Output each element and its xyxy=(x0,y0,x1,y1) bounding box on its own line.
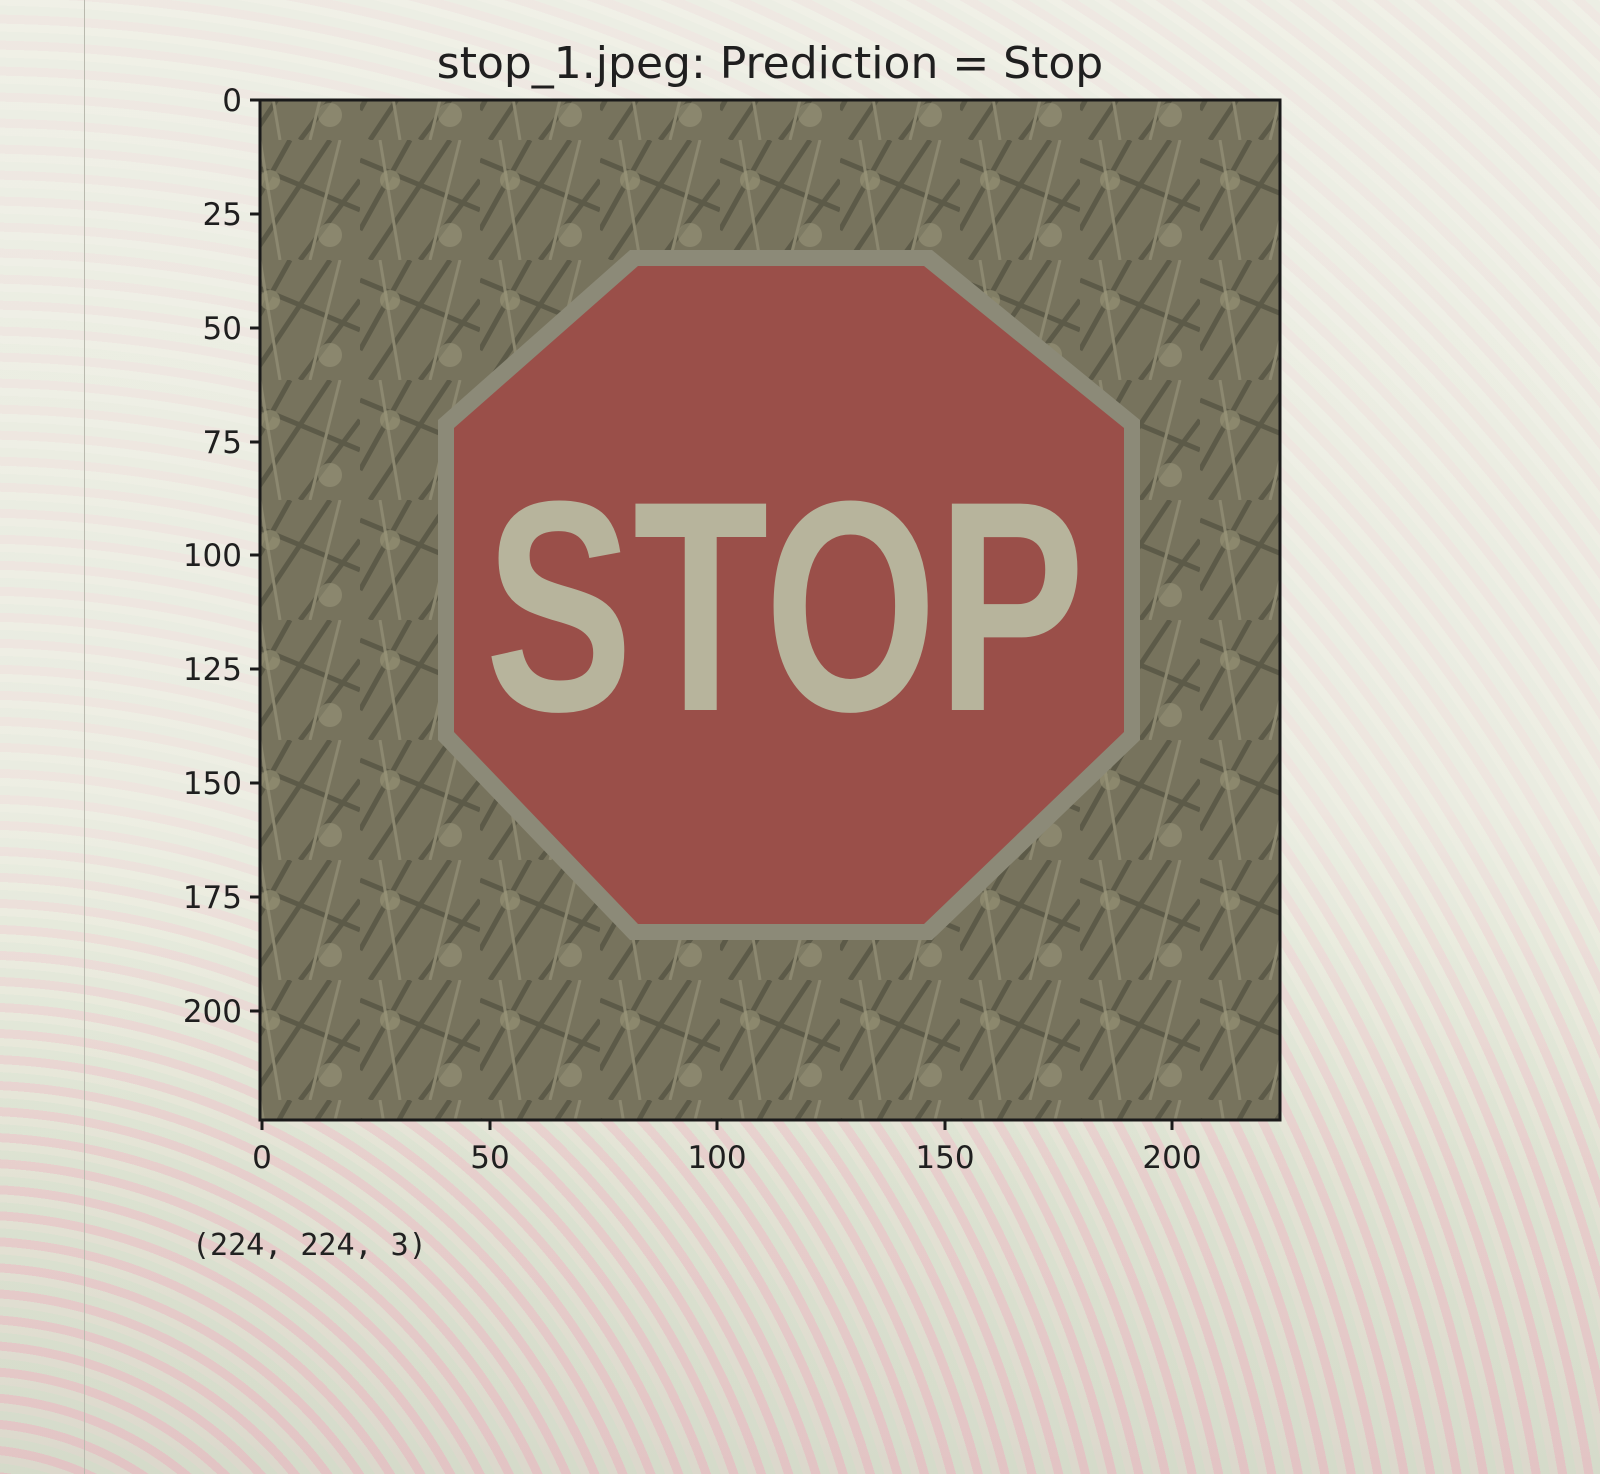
y-tick-label: 175 xyxy=(183,880,242,916)
plot-title: stop_1.jpeg: Prediction = Stop xyxy=(437,38,1103,89)
matplotlib-figure: stop_1.jpeg: Prediction = Stop STOP 0 25… xyxy=(183,38,1282,1176)
y-tick-label: 125 xyxy=(183,652,242,688)
x-tick-label: 0 xyxy=(252,1140,272,1176)
x-axis xyxy=(260,1120,1174,1130)
y-axis xyxy=(250,98,260,1013)
x-tick-label: 100 xyxy=(687,1140,746,1176)
x-tick-label: 50 xyxy=(470,1140,509,1176)
y-tick-label: 100 xyxy=(183,538,242,574)
x-tick-label: 150 xyxy=(915,1140,974,1176)
y-tick-label: 50 xyxy=(203,311,242,347)
y-tick-label: 200 xyxy=(183,994,242,1030)
y-tick-label: 150 xyxy=(183,766,242,802)
y-tick-label: 0 xyxy=(222,83,242,119)
y-tick-label: 25 xyxy=(203,197,242,233)
y-tick-labels: 0 25 50 75 100 125 150 175 200 xyxy=(183,83,242,1030)
stop-sign-red-face xyxy=(454,266,1124,924)
stop-sign-text: STOP xyxy=(485,438,1085,774)
x-tick-label: 200 xyxy=(1142,1140,1201,1176)
output-shape-text: (224, 224, 3) xyxy=(192,1228,427,1263)
cell-output: stop_1.jpeg: Prediction = Stop STOP 0 25… xyxy=(120,20,1380,1280)
x-tick-labels: 0 50 100 150 200 xyxy=(252,1140,1201,1176)
y-tick-label: 75 xyxy=(203,425,242,461)
plot-image: STOP xyxy=(258,98,1282,1122)
notebook-cell-border xyxy=(84,0,85,1474)
